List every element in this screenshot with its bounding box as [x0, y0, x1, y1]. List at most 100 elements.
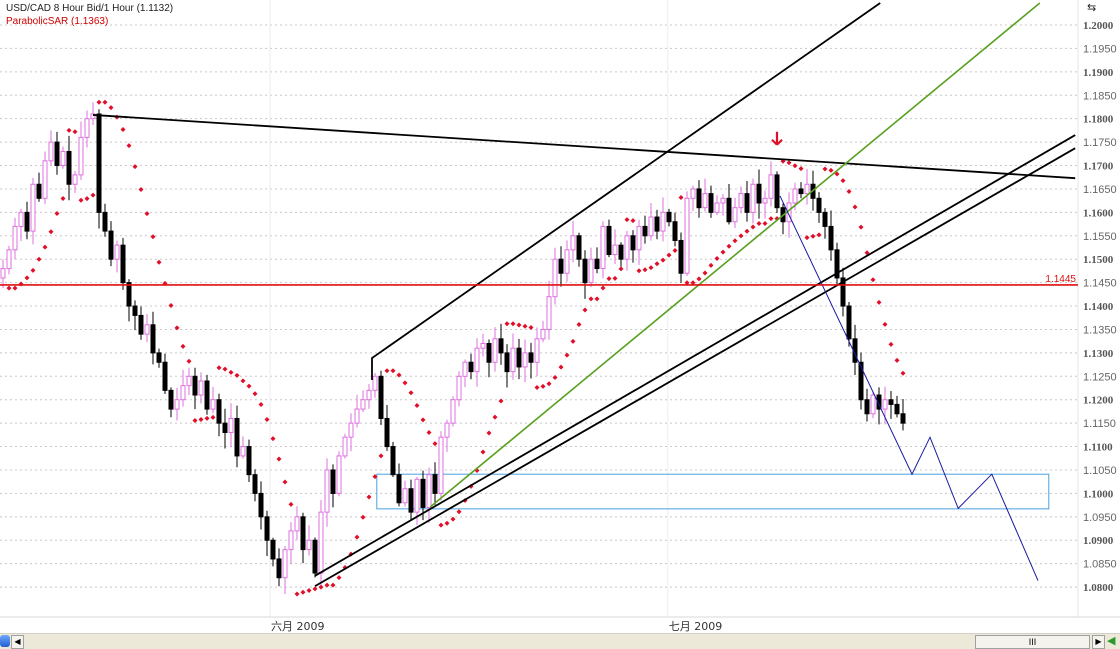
sar-dot: [438, 522, 444, 528]
candle: [642, 215, 648, 244]
candle: [492, 327, 498, 372]
candle: [582, 250, 588, 299]
candle-body: [228, 417, 234, 434]
candle: [486, 339, 492, 378]
sar-dot: [600, 285, 606, 291]
candle-body: [6, 249, 12, 270]
candle-body: [72, 174, 78, 185]
sar-dot: [786, 160, 792, 166]
y-tick-label: 1.1500: [1083, 254, 1114, 266]
scroll-thumb[interactable]: III: [975, 635, 1090, 649]
candle-body: [108, 230, 114, 260]
candle-body: [522, 352, 528, 368]
x-tick-label: 六月 2009: [271, 620, 325, 633]
horizontal-line: 1.1445: [0, 274, 1078, 286]
sar-dot: [516, 322, 522, 328]
candle-body: [828, 225, 834, 251]
price-axis: 1.2000 1.1950 1.1900 1.1850 1.1800 1.1750 1.17…: [1083, 20, 1117, 594]
candle: [258, 481, 264, 530]
candle-body: [180, 385, 186, 401]
sar-dot: [402, 380, 408, 386]
sar-dot: [900, 370, 906, 376]
candle-body: [882, 399, 888, 410]
candle: [114, 240, 120, 273]
sar-dot: [432, 441, 438, 447]
go-to-end-icon[interactable]: ◀: [1107, 635, 1116, 647]
candle-body: [216, 399, 222, 424]
marker: [771, 131, 783, 146]
candle-body: [600, 225, 606, 270]
candle: [240, 436, 246, 459]
candle: [294, 506, 300, 540]
scroll-right-button[interactable]: ▶: [1092, 635, 1105, 649]
candle: [516, 338, 522, 380]
sar-dot: [498, 398, 504, 404]
candle-body: [222, 422, 228, 434]
sar-dot: [48, 229, 54, 235]
candle-body: [438, 436, 444, 494]
candle-body: [360, 399, 366, 410]
sar-dot: [522, 323, 528, 329]
sar-dot: [396, 372, 402, 378]
sar-dot: [12, 285, 18, 291]
time-axis: 六月 2009 七月 2009: [0, 616, 1120, 633]
candle-body: [420, 478, 426, 508]
candle-body: [900, 413, 906, 424]
sar-dot: [24, 275, 30, 281]
candle-body: [174, 399, 180, 410]
candle-body: [156, 352, 162, 363]
sar-dot: [888, 341, 894, 347]
candle: [762, 190, 768, 219]
support-zone: [376, 473, 1050, 510]
sar-dot: [720, 249, 726, 255]
candle-body: [378, 375, 384, 419]
sar-dot: [558, 364, 564, 370]
candle: [102, 203, 108, 237]
candle: [822, 208, 828, 239]
sar-dot: [504, 321, 510, 327]
candle-body: [486, 343, 492, 363]
candle: [156, 348, 162, 368]
sar-dot: [624, 217, 630, 223]
price-chart[interactable]: 1.1445 1.2000 1.1950 1.1900 1.1850 1.1800 1.1…: [0, 0, 1120, 633]
y-tick-label: 1.1400: [1083, 301, 1114, 313]
candle: [498, 323, 504, 365]
sar-dot: [594, 296, 600, 302]
candle-body: [12, 225, 18, 251]
candle-body: [282, 549, 288, 579]
candle-body: [330, 469, 336, 494]
candle-body: [492, 338, 498, 363]
candle-body: [468, 361, 474, 373]
sar-dot: [90, 192, 96, 198]
y-tick-label: 1.1350: [1083, 324, 1117, 336]
candle: [444, 419, 450, 452]
candle: [198, 372, 204, 404]
candle-body: [204, 380, 210, 410]
sar-dot: [306, 587, 312, 593]
y-tick-label: 1.1850: [1083, 90, 1117, 102]
sar-dot: [414, 403, 420, 409]
scroll-left-button[interactable]: ◀: [11, 635, 24, 649]
candle: [354, 394, 360, 428]
candle-body: [648, 216, 654, 237]
y-tick-label: 1.1950: [1083, 43, 1117, 55]
candle-body: [390, 446, 396, 476]
support-zone-box: [376, 473, 1050, 510]
candle-body: [240, 446, 246, 457]
sar-dot: [180, 343, 186, 349]
sar-dot: [228, 369, 234, 375]
candle: [558, 246, 564, 287]
projection-zigzag-line: [779, 195, 1039, 581]
sar-dot: [276, 456, 282, 462]
candle-body: [612, 244, 618, 256]
sar-dot: [834, 171, 840, 177]
candle-body: [372, 375, 378, 391]
candle: [864, 388, 870, 422]
candle-body: [504, 352, 510, 373]
candle-body: [402, 488, 408, 504]
sar-dot: [690, 280, 696, 286]
axis-scale-icon[interactable]: ⇆: [1087, 1, 1096, 14]
sar-dot: [450, 516, 456, 522]
horizontal-scrollbar[interactable]: ◀ III ▶ ◀: [0, 633, 1120, 649]
sar-dot: [102, 99, 108, 105]
